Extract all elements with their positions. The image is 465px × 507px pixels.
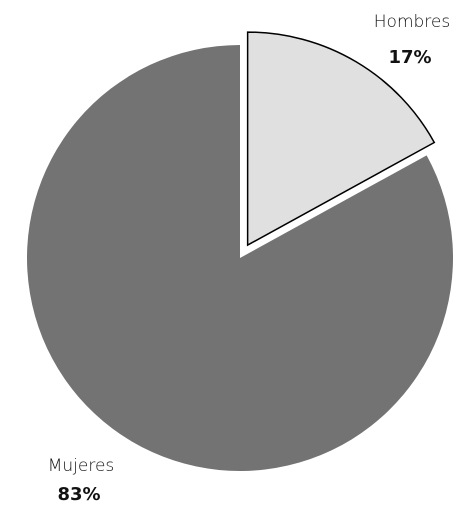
slice-value-label: 17% [388, 47, 431, 68]
slice-label: Hombres [374, 12, 450, 32]
slice-value-label: 83% [57, 484, 100, 505]
slice-label: Mujeres [48, 456, 115, 476]
pie-slice [246, 31, 436, 247]
pie-slice [27, 45, 453, 471]
